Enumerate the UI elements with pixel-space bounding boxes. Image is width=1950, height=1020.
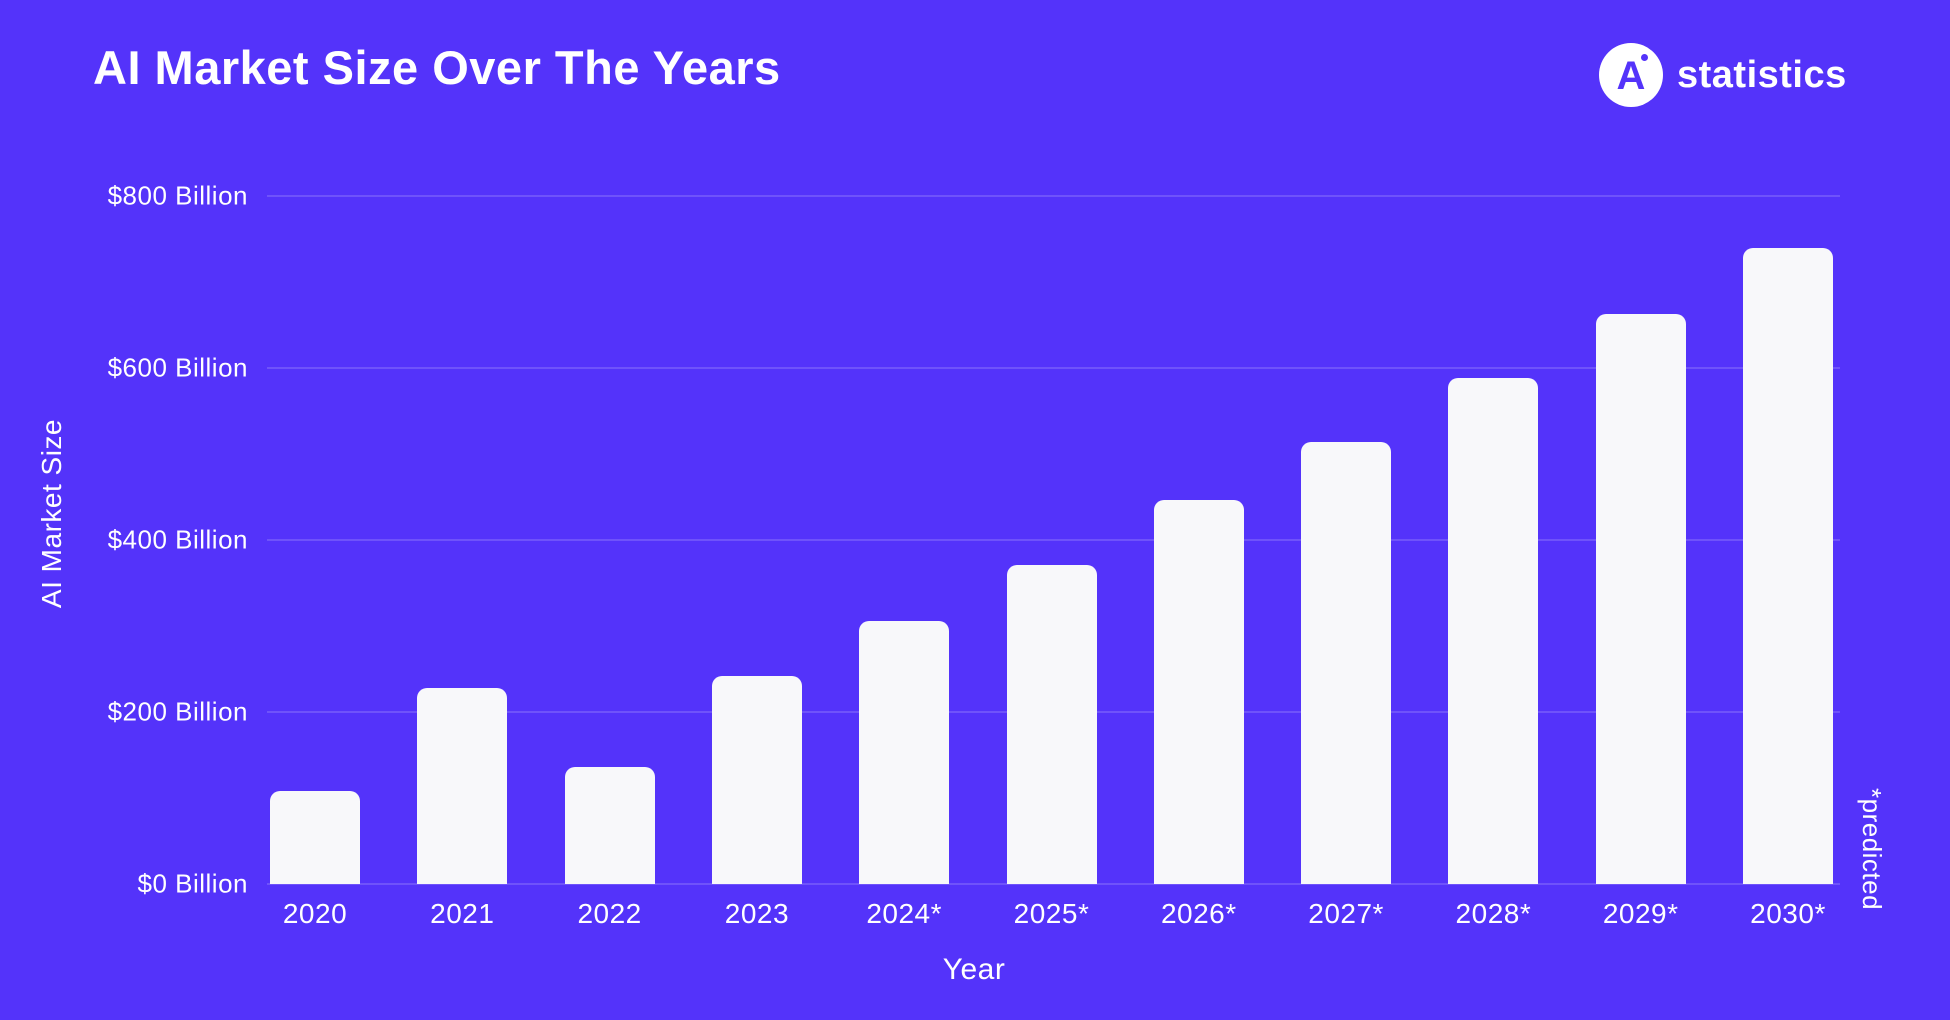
bar-2026 — [1153, 499, 1244, 884]
bar-2020 — [270, 791, 360, 884]
y-tick-label-800: $800 Billion — [107, 180, 248, 211]
x-axis-title: Year — [942, 953, 1006, 986]
y-tick-label-400: $400 Billion — [107, 524, 248, 555]
predicted-annotation: *predicted — [1857, 788, 1887, 911]
plot-area — [267, 195, 1840, 885]
logo-monogram-letter: A — [1616, 54, 1646, 98]
x-tick-label-2025: 2025* — [1013, 898, 1090, 929]
bar-2022 — [564, 767, 655, 884]
y-axis-title: AI Market Size — [36, 419, 67, 609]
bar-2028 — [1448, 378, 1539, 884]
page-title: AI Market Size Over The Years — [93, 41, 781, 94]
x-tick-label-2026: 2026* — [1160, 898, 1237, 929]
x-tick-label-2027: 2027* — [1308, 898, 1384, 929]
bar-2027 — [1301, 441, 1392, 884]
y-tick-label-0: $0 Billion — [137, 868, 248, 899]
x-tick-label-2030: 2030* — [1750, 898, 1826, 929]
y-tick-label-200: $200 Billion — [107, 696, 248, 727]
x-tick-label-2022: 2022 — [577, 898, 642, 929]
bar-2024 — [859, 620, 950, 884]
x-tick-label-2020: 2020 — [282, 898, 348, 929]
x-tick-label-2023: 2023 — [724, 898, 790, 929]
gridline-600 — [267, 367, 1840, 369]
x-tick-label-2028: 2028* — [1455, 898, 1532, 929]
brand-logo-text: statistics — [1677, 53, 1847, 96]
gridline-400 — [267, 539, 1840, 541]
x-tick-label-2024: 2024* — [866, 898, 943, 929]
brand-logo: A statistics — [1599, 43, 1847, 107]
bar-2025 — [1006, 564, 1097, 884]
x-tick-label-2029: 2029* — [1602, 898, 1679, 929]
bar-2021 — [417, 687, 508, 884]
bar-2023 — [711, 675, 802, 884]
y-tick-label-600: $600 Billion — [107, 352, 248, 383]
brand-logo-icon: A — [1599, 43, 1663, 107]
bar-2030 — [1743, 247, 1833, 884]
bar-2029 — [1595, 313, 1686, 884]
gridline-800 — [267, 195, 1840, 197]
gridline-0 — [267, 883, 1840, 885]
x-tick-label-2021: 2021 — [430, 898, 495, 929]
logo-dot-icon — [1641, 54, 1648, 61]
